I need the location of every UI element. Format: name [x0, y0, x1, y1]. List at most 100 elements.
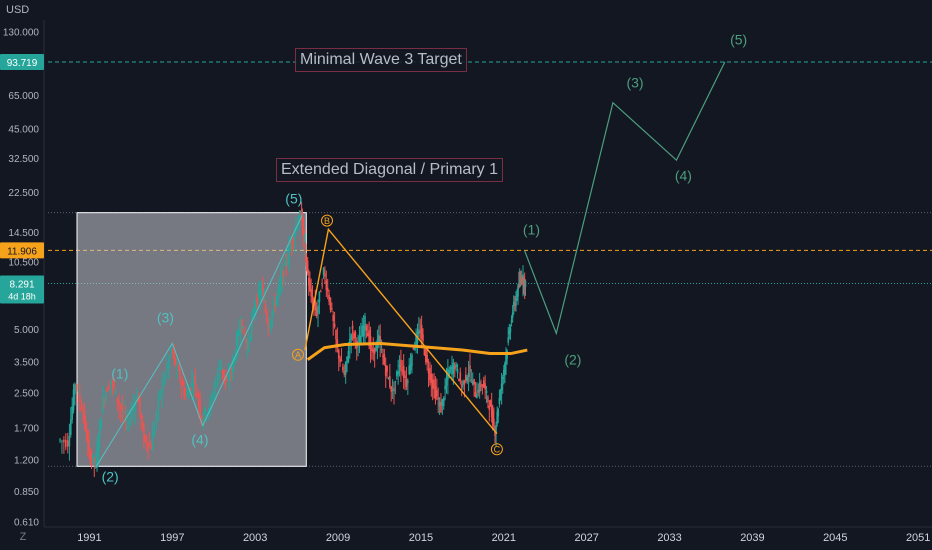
candle-body	[437, 397, 440, 400]
candle-body	[516, 295, 518, 298]
candle-body	[511, 312, 514, 318]
candle-body	[176, 364, 178, 366]
candle-body	[315, 307, 318, 316]
candle-body	[353, 333, 355, 340]
price-tag-last: 8.291	[9, 279, 34, 290]
time-axis-panel[interactable]	[44, 527, 932, 550]
time-axis[interactable]: 1991 1997 2003 2009 2015 2021 2027 2033 2039 2045…	[77, 532, 930, 544]
candle-body	[371, 347, 373, 352]
candle-body	[278, 282, 281, 290]
candle-body	[286, 258, 289, 265]
candle-body	[503, 369, 505, 376]
primary-1-annotation[interactable]: Extended Diagonal / Primary 1	[276, 158, 503, 182]
candle-body	[148, 443, 151, 445]
candle-body	[505, 354, 507, 364]
candle-body	[65, 439, 67, 447]
candle-body	[301, 216, 304, 226]
candle-body	[85, 431, 88, 440]
candle-body	[220, 368, 223, 370]
candle-body	[246, 347, 249, 349]
candle-body	[379, 335, 381, 343]
candle-body	[207, 409, 210, 415]
candle-body	[319, 291, 322, 293]
candle-body	[395, 371, 398, 377]
time-tick-label: 2039	[740, 532, 764, 544]
candle-body	[304, 244, 307, 251]
candle-body	[261, 285, 264, 294]
candle-body	[424, 346, 427, 362]
candle-body	[467, 372, 470, 377]
candle-body	[329, 297, 332, 310]
candle-body	[59, 439, 61, 441]
selection-box	[76, 212, 307, 467]
candle-body	[465, 374, 467, 381]
candle-body	[500, 383, 503, 390]
primary-wave-1-line	[95, 215, 303, 467]
candle-body	[496, 411, 498, 424]
wave-label-circle	[490, 443, 503, 456]
candle-body	[89, 452, 91, 461]
candle-body	[126, 417, 129, 419]
candle-body	[459, 372, 462, 382]
candle-body	[215, 381, 217, 388]
candle-body	[463, 380, 466, 385]
candle-body	[337, 349, 340, 359]
candle-body	[113, 382, 115, 388]
candle-body	[61, 440, 63, 442]
candle-body	[387, 378, 390, 380]
candle-body	[180, 383, 183, 385]
candle-body	[194, 375, 197, 385]
candle-body	[266, 312, 268, 322]
candle-body	[238, 329, 241, 335]
candle-body	[515, 297, 517, 307]
price-axis[interactable]: 130.000 65.000 45.000 32.500 22.500 14.500 10.…	[3, 28, 40, 529]
candle-body	[197, 393, 200, 405]
time-tick-label: 2051	[906, 532, 930, 544]
candle-body	[481, 384, 484, 386]
candle-body	[292, 238, 294, 242]
candle-body	[422, 334, 424, 341]
candle-body	[384, 365, 387, 376]
candle-body	[216, 372, 219, 386]
candle-body	[82, 412, 84, 415]
candle-body	[163, 375, 166, 385]
candle-body	[189, 388, 192, 391]
moving-average	[306, 341, 528, 361]
candle-body	[364, 316, 366, 330]
candle-body	[311, 295, 314, 305]
candle-body	[230, 369, 232, 371]
candle-body	[114, 390, 117, 395]
candle-body	[494, 430, 496, 436]
candle-body	[477, 390, 480, 393]
candle-body	[455, 364, 457, 367]
candle-body	[184, 394, 187, 397]
candle-body	[440, 402, 442, 413]
time-tick-label: 1991	[77, 532, 101, 544]
candle-body	[191, 381, 193, 388]
candle-body	[96, 448, 98, 469]
price-tick-label: 65.000	[8, 91, 39, 102]
projection-wave-line	[523, 61, 726, 336]
price-tag-level: 11.906	[7, 246, 37, 257]
candle-body	[285, 262, 288, 264]
candle-body	[92, 454, 94, 460]
candle-body	[522, 274, 524, 282]
candle-body	[415, 335, 417, 346]
candle-body	[223, 369, 225, 378]
candle-body	[275, 296, 278, 305]
candle-body	[354, 331, 357, 339]
wave-3-target-annotation[interactable]: Minimal Wave 3 Target	[295, 48, 467, 72]
auto-scale-button[interactable]: Z	[19, 531, 27, 543]
wave-label: (3)	[626, 74, 643, 90]
candle-body	[444, 385, 446, 390]
candle-body	[123, 410, 125, 413]
candle-body	[173, 351, 176, 357]
candle-body	[145, 441, 148, 445]
price-tick-label: 45.000	[8, 125, 39, 136]
price-axis-panel[interactable]	[0, 20, 44, 530]
candle-body	[218, 362, 221, 370]
price-tick-label: 3.500	[14, 358, 39, 369]
candle-body	[429, 367, 431, 381]
